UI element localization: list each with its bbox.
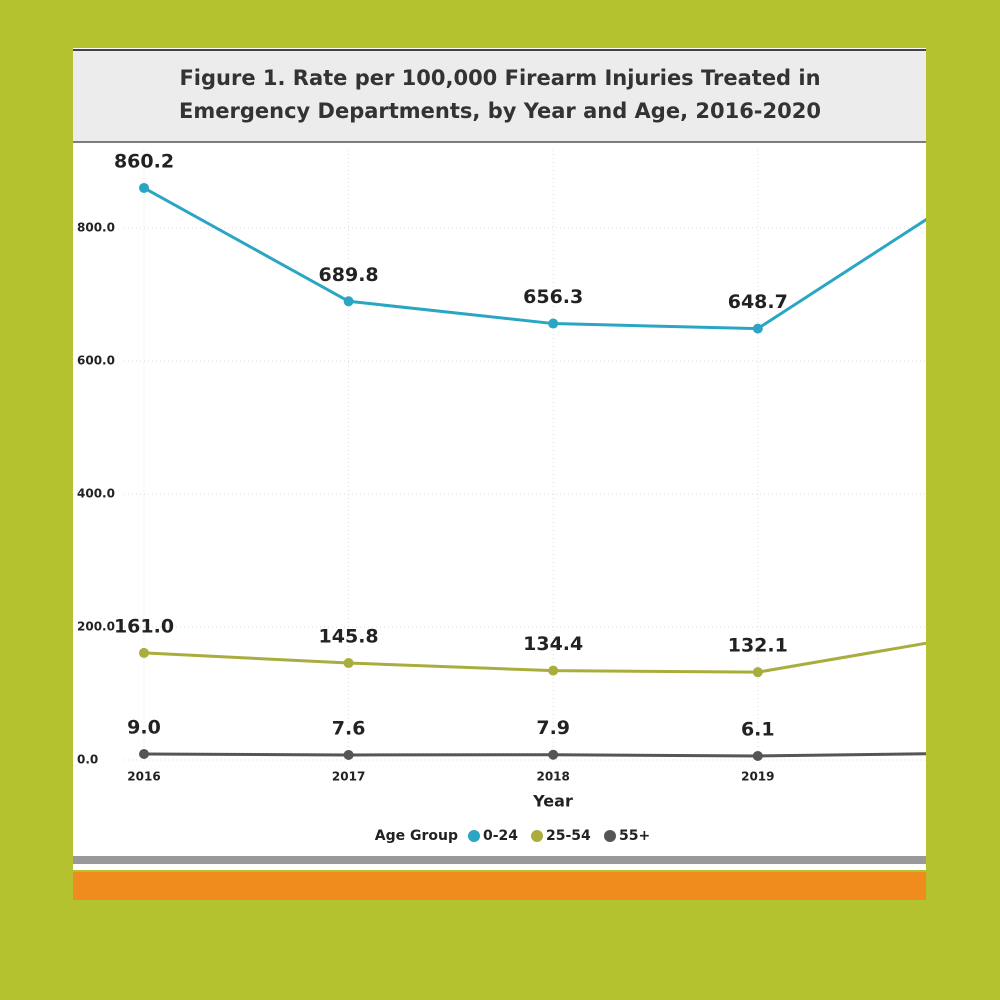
point [548, 665, 559, 676]
x-tick-label: 2018 [536, 770, 569, 784]
title-band [73, 50, 926, 142]
point [139, 647, 149, 658]
value-label: 7.6 [332, 717, 366, 739]
chart-title: Figure 1. Rate per 100,000 Firearm Injur… [179, 66, 821, 123]
x-tick-label: 2016 [127, 770, 160, 784]
link-band[interactable] [73, 872, 926, 900]
value-label: 9.0 [127, 717, 161, 739]
legend-title: Age Group [375, 828, 458, 844]
value-label: 145.8 [319, 626, 379, 648]
value-label: 132.1 [728, 635, 788, 657]
panel [73, 48, 926, 870]
legend-marker [531, 830, 543, 842]
legend-label: 25-54 [546, 828, 591, 844]
divider [73, 856, 926, 864]
point [752, 323, 763, 334]
legend-marker [468, 830, 480, 842]
point [752, 750, 763, 761]
point [548, 749, 559, 760]
point [139, 749, 149, 760]
value-label: 648.7 [728, 291, 788, 313]
y-tick-label: 200.0 [77, 620, 115, 634]
x-tick-label: 2017 [332, 770, 365, 784]
point [343, 749, 354, 760]
point [343, 296, 354, 307]
value-label: 134.4 [523, 633, 583, 655]
value-label: 656.3 [523, 286, 583, 308]
value-label: 7.9 [536, 717, 570, 739]
legend-label: 55+ [619, 828, 650, 844]
value-label: 860.2 [114, 150, 174, 172]
x-tick-label: 2019 [741, 770, 774, 784]
value-label: 689.8 [319, 264, 379, 286]
x-axis-title: Year [532, 792, 573, 811]
point [139, 182, 149, 193]
plot: 860.2 689.8 656.3 648.7 161.0 145.8 134.4 132.1… [114, 150, 926, 761]
legend-marker [604, 830, 616, 842]
legend-label: 0-24 [483, 828, 518, 844]
point [343, 658, 354, 669]
value-label: 6.1 [741, 718, 775, 740]
y-tick-label: 800.0 [77, 221, 115, 235]
y-tick-label: 0.0 [77, 753, 98, 767]
value-label: 161.0 [114, 615, 174, 637]
point [548, 318, 559, 329]
y-tick-label: 600.0 [77, 354, 115, 368]
y-tick-label: 400.0 [77, 487, 115, 501]
point [752, 667, 763, 678]
